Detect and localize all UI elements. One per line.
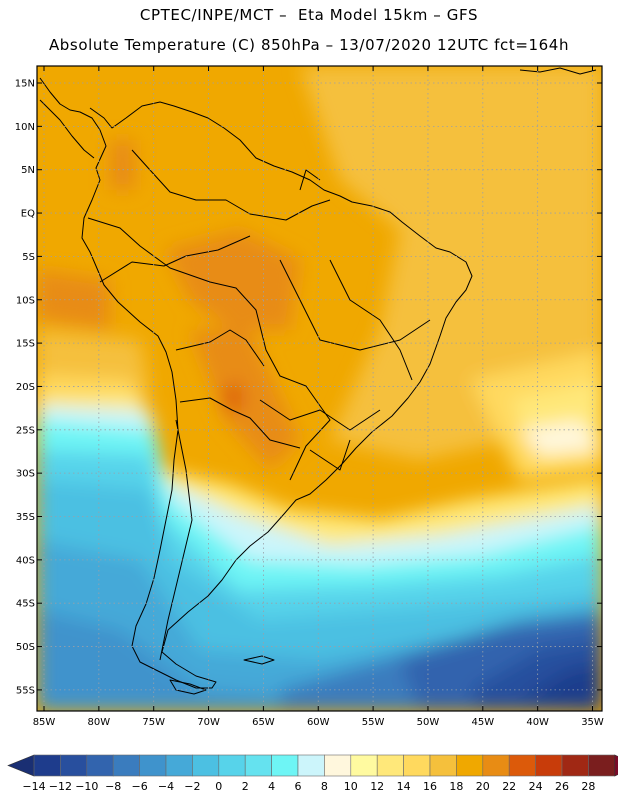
colorbar-label: 28	[581, 780, 595, 793]
colorbar-label: 26	[555, 780, 569, 793]
colorbar-swatch	[403, 754, 431, 777]
lon-tick-label: 70W	[197, 717, 220, 728]
colorbar-swatch	[482, 754, 510, 777]
lat-tick-label: 50S	[16, 642, 35, 653]
colorbar-swatch	[376, 754, 404, 777]
colorbar-low-arrow	[7, 754, 35, 777]
lon-tick-label: 55W	[362, 717, 385, 728]
lat-tick-label: 20S	[16, 382, 35, 393]
colorbar-swatch	[297, 754, 325, 777]
colorbar-swatch	[508, 754, 536, 777]
lat-tick-label: 15N	[15, 79, 35, 90]
lon-tick-label: 35W	[581, 717, 604, 728]
colorbar-label: 18	[449, 780, 463, 793]
colorbar-label: −4	[158, 780, 174, 793]
colorbar-label: 14	[397, 780, 411, 793]
colorbar-label: −12	[49, 780, 72, 793]
colorbar-label: 20	[476, 780, 490, 793]
lat-tick-label: 5N	[21, 165, 35, 176]
lon-tick-label: 40W	[526, 717, 549, 728]
colorbar-swatch	[165, 754, 193, 777]
colorbar: −14 −12 −10 −8 −6 −4 −2 0 2 4 6 8 10 12 14 16 18 20 22 24 26…	[7, 754, 618, 793]
colorbar-label: 22	[502, 780, 516, 793]
colorbar-swatch	[535, 754, 563, 777]
lat-tick-label: 10N	[15, 122, 35, 133]
lon-tick-label: 60W	[307, 717, 330, 728]
colorbar-swatch	[218, 754, 246, 777]
colorbar-label: 0	[215, 780, 222, 793]
title-line-1: CPTEC/INPE/MCT – Eta Model 15km – GFS	[139, 6, 479, 24]
lat-tick-label: 5S	[22, 252, 35, 263]
colorbar-label: 6	[295, 780, 302, 793]
colorbar-swatch	[112, 754, 140, 777]
lon-tick-label: 80W	[88, 717, 111, 728]
colorbar-label: 2	[242, 780, 249, 793]
latitude-axis: 15N 10N 5N EQ 5S 10S 15S 20S 25S 30S 35S 40S 45S 50S 5…	[15, 79, 602, 696]
colorbar-swatch	[139, 754, 167, 777]
colorbar-label: −2	[184, 780, 200, 793]
lon-tick-label: 75W	[142, 717, 165, 728]
colorbar-label: −8	[105, 780, 121, 793]
colorbar-label: 12	[370, 780, 384, 793]
lat-tick-label: 35S	[16, 512, 35, 523]
colorbar-label: 16	[423, 780, 437, 793]
coastlines	[39, 67, 597, 695]
lat-tick-label: 45S	[16, 599, 35, 610]
lat-tick-label: EQ	[21, 209, 35, 220]
title-line-2: Absolute Temperature (C) 850hPa – 13/07/…	[48, 36, 570, 54]
colorbar-swatch	[588, 754, 616, 777]
colorbar-swatch	[271, 754, 299, 777]
lat-tick-label: 40S	[16, 555, 35, 566]
lat-tick-label: 15S	[16, 339, 35, 350]
colorbar-label: −14	[22, 780, 45, 793]
colorbar-swatch	[86, 754, 114, 777]
colorbar-swatch	[456, 754, 484, 777]
lon-tick-label: 50W	[417, 717, 440, 728]
colorbar-label: 24	[529, 780, 543, 793]
colorbar-swatch	[429, 754, 457, 777]
lat-tick-label: 55S	[16, 685, 35, 696]
colorbar-high-arrow	[614, 754, 618, 777]
map-frame	[36, 65, 603, 712]
colorbar-label: −6	[131, 780, 147, 793]
colorbar-label: 8	[321, 780, 328, 793]
temperature-field	[37, 66, 602, 711]
colorbar-swatch	[33, 754, 61, 777]
colorbar-swatch	[192, 754, 220, 777]
lat-tick-label: 30S	[16, 469, 35, 480]
lat-tick-label: 25S	[16, 425, 35, 436]
colorbar-label: 10	[344, 780, 358, 793]
longitude-axis: 85W80W75W70W65W60W55W50W45W40W35W30W25W2…	[33, 66, 604, 728]
lon-tick-label: 85W	[33, 717, 56, 728]
lat-tick-label: 10S	[16, 295, 35, 306]
colorbar-label: −10	[75, 780, 98, 793]
colorbar-label: 4	[268, 780, 275, 793]
colorbar-swatch	[350, 754, 378, 777]
colorbar-swatch	[324, 754, 352, 777]
lon-tick-label: 65W	[252, 717, 275, 728]
colorbar-swatch	[561, 754, 589, 777]
colorbar-swatch	[60, 754, 88, 777]
colorbar-swatch	[244, 754, 272, 777]
lon-tick-label: 45W	[471, 717, 494, 728]
